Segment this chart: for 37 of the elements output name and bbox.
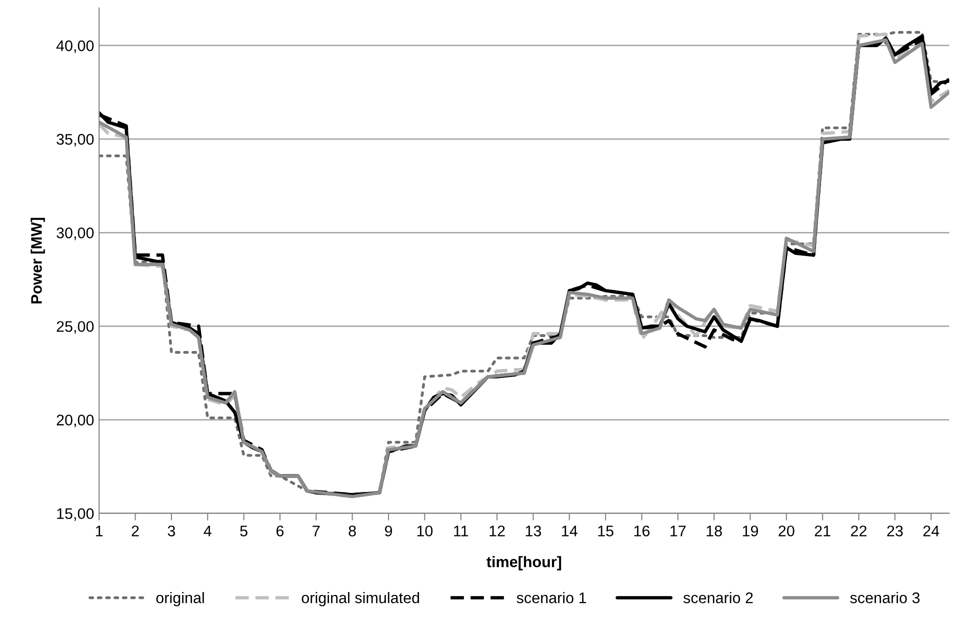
x-tick-label: 4	[204, 526, 212, 536]
x-tick-label: 10	[417, 526, 433, 536]
legend-label: scenario 3	[850, 592, 920, 604]
x-tick-label: 11	[454, 526, 468, 536]
x-tick-label: 18	[706, 526, 722, 536]
x-tick-label: 15	[598, 526, 614, 536]
y-tick-label: 20,00	[56, 414, 94, 428]
x-tick-label: 14	[562, 526, 578, 536]
x-tick-label: 16	[634, 526, 650, 536]
x-tick-label: 3	[168, 526, 176, 536]
x-tick-label: 7	[312, 526, 320, 536]
x-tick-label: 6	[276, 526, 284, 536]
x-tick-label: 2	[132, 526, 139, 536]
x-tick-label: 1	[96, 526, 103, 536]
legend-label: scenario 2	[683, 592, 753, 604]
y-tick-label: 40,00	[56, 40, 94, 53]
x-tick-label: 19	[742, 526, 758, 536]
y-axis-title: Power [MW]	[30, 218, 45, 304]
x-tick-label: 5	[240, 526, 248, 536]
x-tick-label: 21	[814, 526, 830, 536]
y-tick-label: 30,00	[56, 228, 94, 240]
y-tick-label: 25,00	[56, 321, 94, 334]
x-tick-label: 24	[923, 526, 940, 536]
x-tick-label: 20	[778, 526, 794, 536]
legend-label: scenario 1	[516, 592, 586, 604]
x-tick-label: 17	[670, 526, 686, 536]
legend-label: original	[156, 592, 204, 606]
x-tick-label: 12	[490, 526, 505, 536]
x-tick-label: 8	[348, 526, 356, 536]
x-tick-label: 23	[887, 526, 903, 536]
x-tick-label: 9	[384, 526, 392, 536]
x-axis-title: time[hour]	[486, 556, 562, 570]
x-tick-label: 13	[526, 526, 542, 536]
y-tick-label: 15,00	[57, 508, 94, 521]
x-tick-label: 22	[851, 526, 866, 536]
y-tick-label: 35,00	[56, 134, 94, 147]
legend-label: original simulated	[302, 592, 420, 606]
